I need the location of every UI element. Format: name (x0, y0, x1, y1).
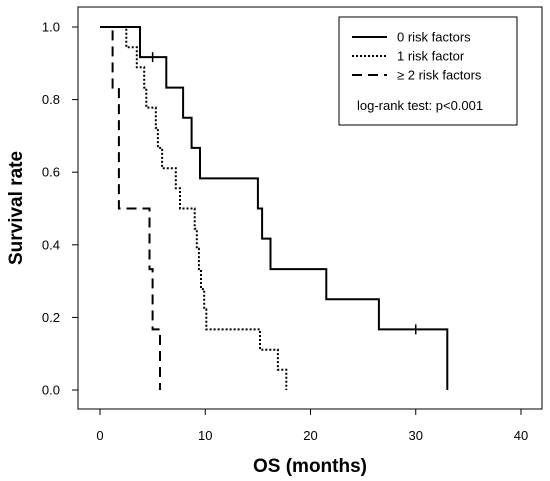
y-tick-label-2: 0.4 (42, 237, 60, 252)
y-axis-title: Survival rate (6, 151, 27, 265)
legend-box (338, 16, 518, 126)
x-tick-label-0: 0 (96, 428, 103, 443)
x-tick-label-20: 20 (303, 428, 317, 443)
series-2-line (100, 26, 288, 390)
x-axis-title: OS (months) (253, 456, 367, 477)
legend-label-3: ≥ 2 risk factors (397, 68, 482, 83)
legend-label-2: 1 risk factor (397, 49, 465, 64)
y-tick-label-0: 0.0 (42, 383, 60, 398)
x-tick-label-30: 30 (409, 428, 423, 443)
y-axis: 0.0 0.2 0.4 0.6 0.8 1.0 (42, 20, 78, 398)
x-tick-label-10: 10 (198, 428, 212, 443)
series-1-line (100, 26, 449, 390)
x-axis: 0 10 20 30 40 (96, 409, 528, 443)
y-tick-label-5: 1.0 (42, 20, 60, 35)
x-tick-label-40: 40 (514, 428, 528, 443)
survival-curves (100, 26, 449, 390)
y-tick-label-3: 0.6 (42, 165, 60, 180)
series-3-line (100, 26, 161, 390)
legend-annotation: log-rank test: p<0.001 (357, 98, 483, 113)
y-tick-label-1: 0.2 (42, 310, 60, 325)
legend-label-1: 0 risk factors (397, 30, 471, 45)
y-tick-label-4: 0.8 (42, 92, 60, 107)
legend: 0 risk factors 1 risk factor ≥ 2 risk fact… (338, 16, 518, 126)
legend-items: 0 risk factors 1 risk factor ≥ 2 risk fact… (352, 30, 482, 83)
